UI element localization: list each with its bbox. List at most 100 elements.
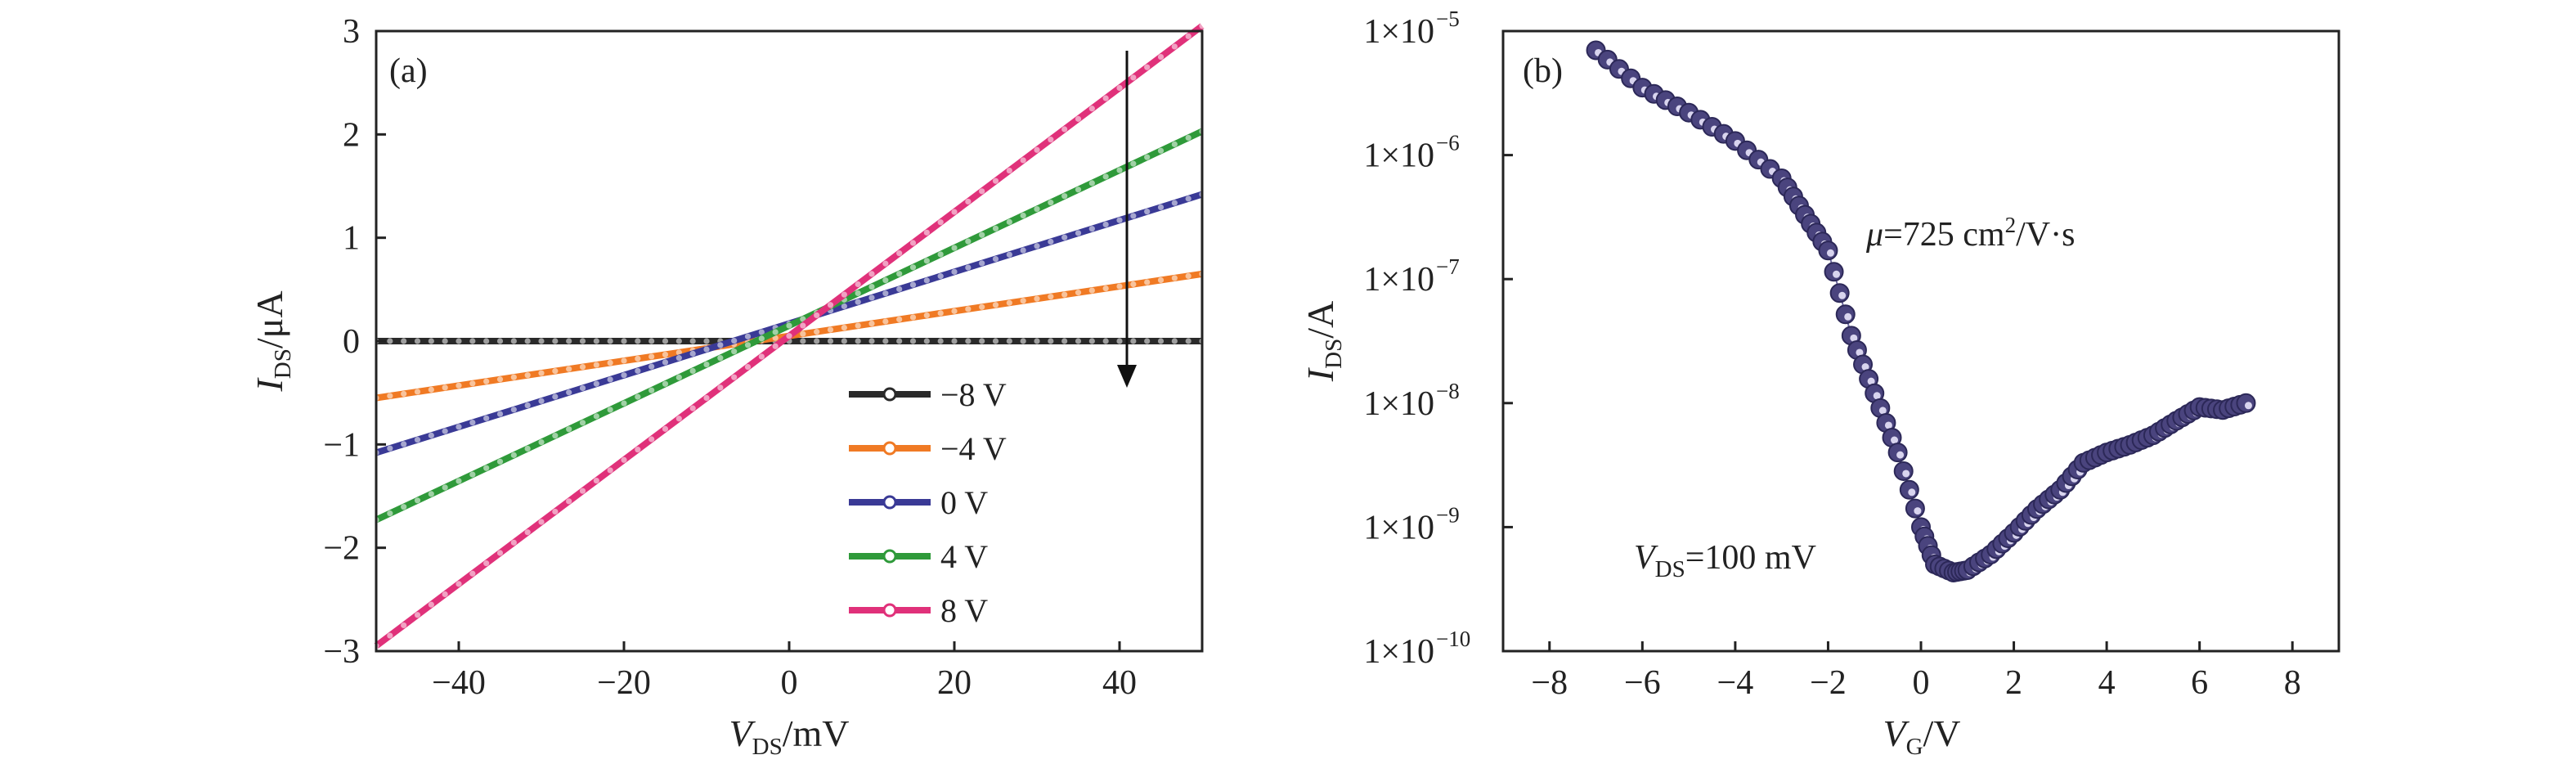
series-point xyxy=(648,436,655,443)
series-point xyxy=(923,229,930,236)
series-point xyxy=(909,240,917,246)
series-point xyxy=(841,291,847,298)
series-point xyxy=(979,260,985,267)
series-point xyxy=(579,420,586,426)
series-point xyxy=(593,338,599,344)
x-tick-label: 0 xyxy=(781,664,798,702)
series-point xyxy=(510,338,517,344)
series-point xyxy=(1102,95,1109,101)
y-tick-label: 1×10 xyxy=(1363,633,1434,671)
series-point xyxy=(538,438,545,446)
series-point xyxy=(593,413,599,420)
series-point xyxy=(496,550,504,556)
series-point xyxy=(951,338,958,344)
series-point xyxy=(855,281,861,288)
series-point xyxy=(1061,234,1068,240)
series-point xyxy=(703,394,710,402)
series-point xyxy=(483,465,490,471)
series-point xyxy=(1088,226,1095,232)
series-point xyxy=(552,393,559,400)
series-point xyxy=(951,268,958,275)
x-tick-label: −20 xyxy=(597,664,651,702)
series-point xyxy=(621,357,627,364)
series-point xyxy=(1102,285,1109,292)
y-tick-exponent: −8 xyxy=(1436,379,1460,403)
series-point xyxy=(456,581,462,587)
vds-annotation: VDS=100 mV xyxy=(1634,539,1816,582)
series-point xyxy=(937,273,944,280)
series-point xyxy=(593,477,599,484)
panel-a-legend: −8 V −4 V 0 V 4 V 8 V xyxy=(849,376,1007,629)
series-point xyxy=(868,283,875,290)
series-point xyxy=(510,407,517,413)
series-point xyxy=(1102,338,1109,344)
series-point xyxy=(1048,338,1054,344)
series-point xyxy=(1006,251,1012,258)
y-tick-label: 1 xyxy=(343,220,360,258)
series-point xyxy=(662,425,669,432)
series-point xyxy=(841,303,847,310)
series-point xyxy=(1116,283,1123,290)
legend-label: −4 V xyxy=(940,430,1007,467)
series-point xyxy=(814,329,820,335)
gate-voltage-direction-arrow xyxy=(1117,51,1137,388)
y-tick-label: 1×10 xyxy=(1363,261,1434,299)
series-point xyxy=(868,320,875,327)
series-point xyxy=(1116,338,1123,344)
panel-a-label: (a) xyxy=(389,52,428,90)
series-point xyxy=(965,238,972,245)
series-point xyxy=(827,302,834,308)
series-point xyxy=(1088,106,1095,112)
series-point xyxy=(496,338,504,344)
series-point xyxy=(524,338,531,344)
series-point xyxy=(1088,180,1095,187)
series-point xyxy=(992,302,999,308)
series-point xyxy=(772,335,779,341)
series-point xyxy=(675,416,682,422)
series-point xyxy=(937,251,944,258)
series-point xyxy=(401,390,407,398)
series-point xyxy=(703,346,710,353)
series-point xyxy=(1116,217,1123,223)
series-point xyxy=(607,376,613,383)
series-point xyxy=(456,338,462,344)
series-point xyxy=(1144,279,1151,285)
series-point xyxy=(744,333,752,339)
series-point xyxy=(758,335,765,342)
series-point xyxy=(689,405,696,411)
series-point xyxy=(524,402,531,409)
series-point xyxy=(896,316,903,323)
series-point xyxy=(979,188,985,195)
series-point xyxy=(648,353,655,360)
series-point xyxy=(1144,154,1151,160)
series-point xyxy=(428,338,434,344)
panel-b-x-ticks: −8 −6 −4 −2 0 2 4 6 8 xyxy=(1531,641,2301,702)
series-point xyxy=(965,198,972,205)
series-point xyxy=(662,351,669,358)
series-point xyxy=(414,389,421,395)
series-point xyxy=(1130,281,1137,288)
series-point xyxy=(814,338,820,344)
panel-a-y-ticks: −3 −2 −1 0 1 2 3 xyxy=(323,13,386,671)
legend-label: 0 V xyxy=(940,484,988,521)
series-point xyxy=(717,342,724,348)
series-point xyxy=(387,510,393,517)
series-point xyxy=(979,338,985,344)
series-point xyxy=(566,366,572,372)
series-point xyxy=(1185,195,1192,202)
series-point xyxy=(896,250,903,257)
series-point xyxy=(703,361,710,368)
series-point xyxy=(951,308,958,314)
series-point xyxy=(579,384,586,392)
series-point xyxy=(1185,134,1192,142)
series-point xyxy=(469,380,476,387)
x-tick-label: −4 xyxy=(1717,664,1754,702)
series-point xyxy=(621,400,627,407)
data-point-highlight xyxy=(1826,249,1834,257)
series-point xyxy=(566,338,572,344)
series-point xyxy=(675,338,682,344)
series-point xyxy=(1157,147,1165,154)
x-tick-label: 20 xyxy=(937,664,972,702)
y-tick-label: 1×10 xyxy=(1363,13,1434,51)
series-point xyxy=(1034,295,1040,302)
